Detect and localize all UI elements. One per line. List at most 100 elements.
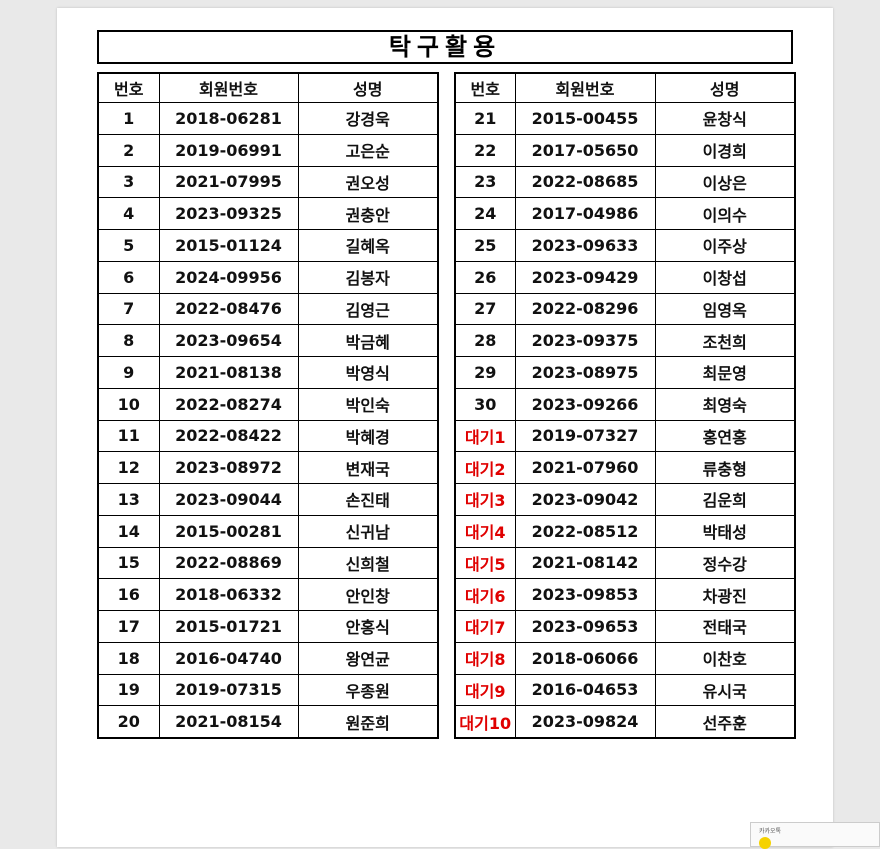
member-name: 길혜옥 bbox=[297, 229, 439, 262]
header-row: 번호 회원번호 성명 bbox=[97, 72, 439, 103]
member-name: 최영숙 bbox=[654, 387, 796, 421]
row-number: 15 bbox=[97, 546, 160, 580]
table-row: 4 2023-09325 권충안 bbox=[97, 197, 439, 230]
column-header: 회원번호 bbox=[158, 72, 299, 103]
column-header: 회원번호 bbox=[514, 72, 656, 103]
table-row: 대기6 2023-09853 차광진 bbox=[454, 578, 796, 611]
popup-label: 카카오톡 bbox=[759, 828, 782, 835]
member-name: 박인숙 bbox=[297, 387, 439, 421]
row-number: 16 bbox=[97, 578, 160, 611]
member-id: 2023-09325 bbox=[158, 197, 299, 230]
row-number: 11 bbox=[97, 419, 160, 453]
table-row: 12 2023-08972 변재국 bbox=[97, 451, 439, 484]
notification-popup[interactable]: 카카오톡 bbox=[750, 822, 880, 849]
member-id: 2015-00281 bbox=[158, 514, 299, 548]
member-id: 2017-05650 bbox=[514, 133, 656, 167]
row-number: 27 bbox=[454, 292, 516, 326]
row-number: 10 bbox=[97, 387, 160, 421]
row-number: 5 bbox=[97, 229, 160, 262]
member-table: 번호 회원번호 성명 1 2018-06281 강경욱 2 2019-06991 고은순 3 202… bbox=[97, 72, 439, 739]
member-id: 2018-06066 bbox=[514, 641, 656, 675]
table-row: 26 2023-09429 이창섭 bbox=[454, 260, 796, 294]
member-name: 안홍식 bbox=[297, 610, 439, 643]
member-name: 변재국 bbox=[297, 451, 439, 484]
member-id: 2023-08975 bbox=[514, 356, 656, 389]
member-id: 2022-08476 bbox=[158, 292, 299, 326]
member-id: 2019-06991 bbox=[158, 133, 299, 167]
row-number: 대기2 bbox=[454, 451, 516, 484]
member-name: 이창섭 bbox=[654, 260, 796, 294]
table-row: 3 2021-07995 권오성 bbox=[97, 165, 439, 199]
row-number: 대기10 bbox=[454, 705, 516, 739]
column-header: 번호 bbox=[454, 72, 516, 103]
table-row: 18 2016-04740 왕연균 bbox=[97, 641, 439, 675]
member-name: 임영옥 bbox=[654, 292, 796, 326]
member-name: 이찬호 bbox=[654, 641, 796, 675]
table-row: 24 2017-04986 이의수 bbox=[454, 197, 796, 230]
member-id: 2018-06281 bbox=[158, 102, 299, 135]
row-number: 12 bbox=[97, 451, 160, 484]
row-number: 3 bbox=[97, 165, 160, 199]
row-number: 23 bbox=[454, 165, 516, 199]
member-name: 이경희 bbox=[654, 133, 796, 167]
row-number: 30 bbox=[454, 387, 516, 421]
member-id: 2023-09375 bbox=[514, 324, 656, 357]
member-id: 2015-01124 bbox=[158, 229, 299, 262]
member-name: 최문영 bbox=[654, 356, 796, 389]
member-name: 손진태 bbox=[297, 483, 439, 516]
table-row: 6 2024-09956 김봉자 bbox=[97, 260, 439, 294]
member-name: 박태성 bbox=[654, 514, 796, 548]
member-name: 이주상 bbox=[654, 229, 796, 262]
table-row: 11 2022-08422 박혜경 bbox=[97, 419, 439, 453]
table-row: 1 2018-06281 강경욱 bbox=[97, 102, 439, 135]
row-number: 2 bbox=[97, 133, 160, 167]
member-id: 2022-08512 bbox=[514, 514, 656, 548]
member-id: 2023-09853 bbox=[514, 578, 656, 611]
row-number: 대기9 bbox=[454, 673, 516, 707]
member-name: 강경욱 bbox=[297, 102, 439, 135]
member-name: 정수강 bbox=[654, 546, 796, 580]
table-row: 29 2023-08975 최문영 bbox=[454, 356, 796, 389]
table-row: 23 2022-08685 이상은 bbox=[454, 165, 796, 199]
row-number: 13 bbox=[97, 483, 160, 516]
table-row: 대기1 2019-07327 홍연홍 bbox=[454, 419, 796, 453]
table-row: 16 2018-06332 안인창 bbox=[97, 578, 439, 611]
table-row: 7 2022-08476 김영근 bbox=[97, 292, 439, 326]
row-number: 29 bbox=[454, 356, 516, 389]
member-name: 선주훈 bbox=[654, 705, 796, 739]
member-name: 안인창 bbox=[297, 578, 439, 611]
table-row: 대기4 2022-08512 박태성 bbox=[454, 514, 796, 548]
row-number: 22 bbox=[454, 133, 516, 167]
member-name: 신희철 bbox=[297, 546, 439, 580]
table-row: 19 2019-07315 우종원 bbox=[97, 673, 439, 707]
member-id: 2023-09633 bbox=[514, 229, 656, 262]
member-name: 왕연균 bbox=[297, 641, 439, 675]
member-id: 2016-04653 bbox=[514, 673, 656, 707]
member-id: 2021-08154 bbox=[158, 705, 299, 739]
member-id: 2023-08972 bbox=[158, 451, 299, 484]
member-name: 박혜경 bbox=[297, 419, 439, 453]
row-number: 26 bbox=[454, 260, 516, 294]
member-name: 박금혜 bbox=[297, 324, 439, 357]
row-number: 8 bbox=[97, 324, 160, 357]
table-row: 5 2015-01124 길혜옥 bbox=[97, 229, 439, 262]
table-row: 17 2015-01721 안홍식 bbox=[97, 610, 439, 643]
member-id: 2023-09824 bbox=[514, 705, 656, 739]
row-number: 9 bbox=[97, 356, 160, 389]
row-number: 1 bbox=[97, 102, 160, 135]
member-id: 2023-09653 bbox=[514, 610, 656, 643]
member-id: 2022-08685 bbox=[514, 165, 656, 199]
row-number: 28 bbox=[454, 324, 516, 357]
row-number: 대기3 bbox=[454, 483, 516, 516]
member-table: 번호 회원번호 성명 21 2015-00455 윤창식 22 2017-05650 이경희 23… bbox=[454, 72, 796, 739]
member-name: 김운희 bbox=[654, 483, 796, 516]
row-number: 20 bbox=[97, 705, 160, 739]
member-name: 원준희 bbox=[297, 705, 439, 739]
table-row: 10 2022-08274 박인숙 bbox=[97, 387, 439, 421]
member-name: 권오성 bbox=[297, 165, 439, 199]
member-name: 이상은 bbox=[654, 165, 796, 199]
member-id: 2015-01721 bbox=[158, 610, 299, 643]
table-row: 대기3 2023-09042 김운희 bbox=[454, 483, 796, 516]
member-id: 2021-07960 bbox=[514, 451, 656, 484]
table-row: 8 2023-09654 박금혜 bbox=[97, 324, 439, 357]
